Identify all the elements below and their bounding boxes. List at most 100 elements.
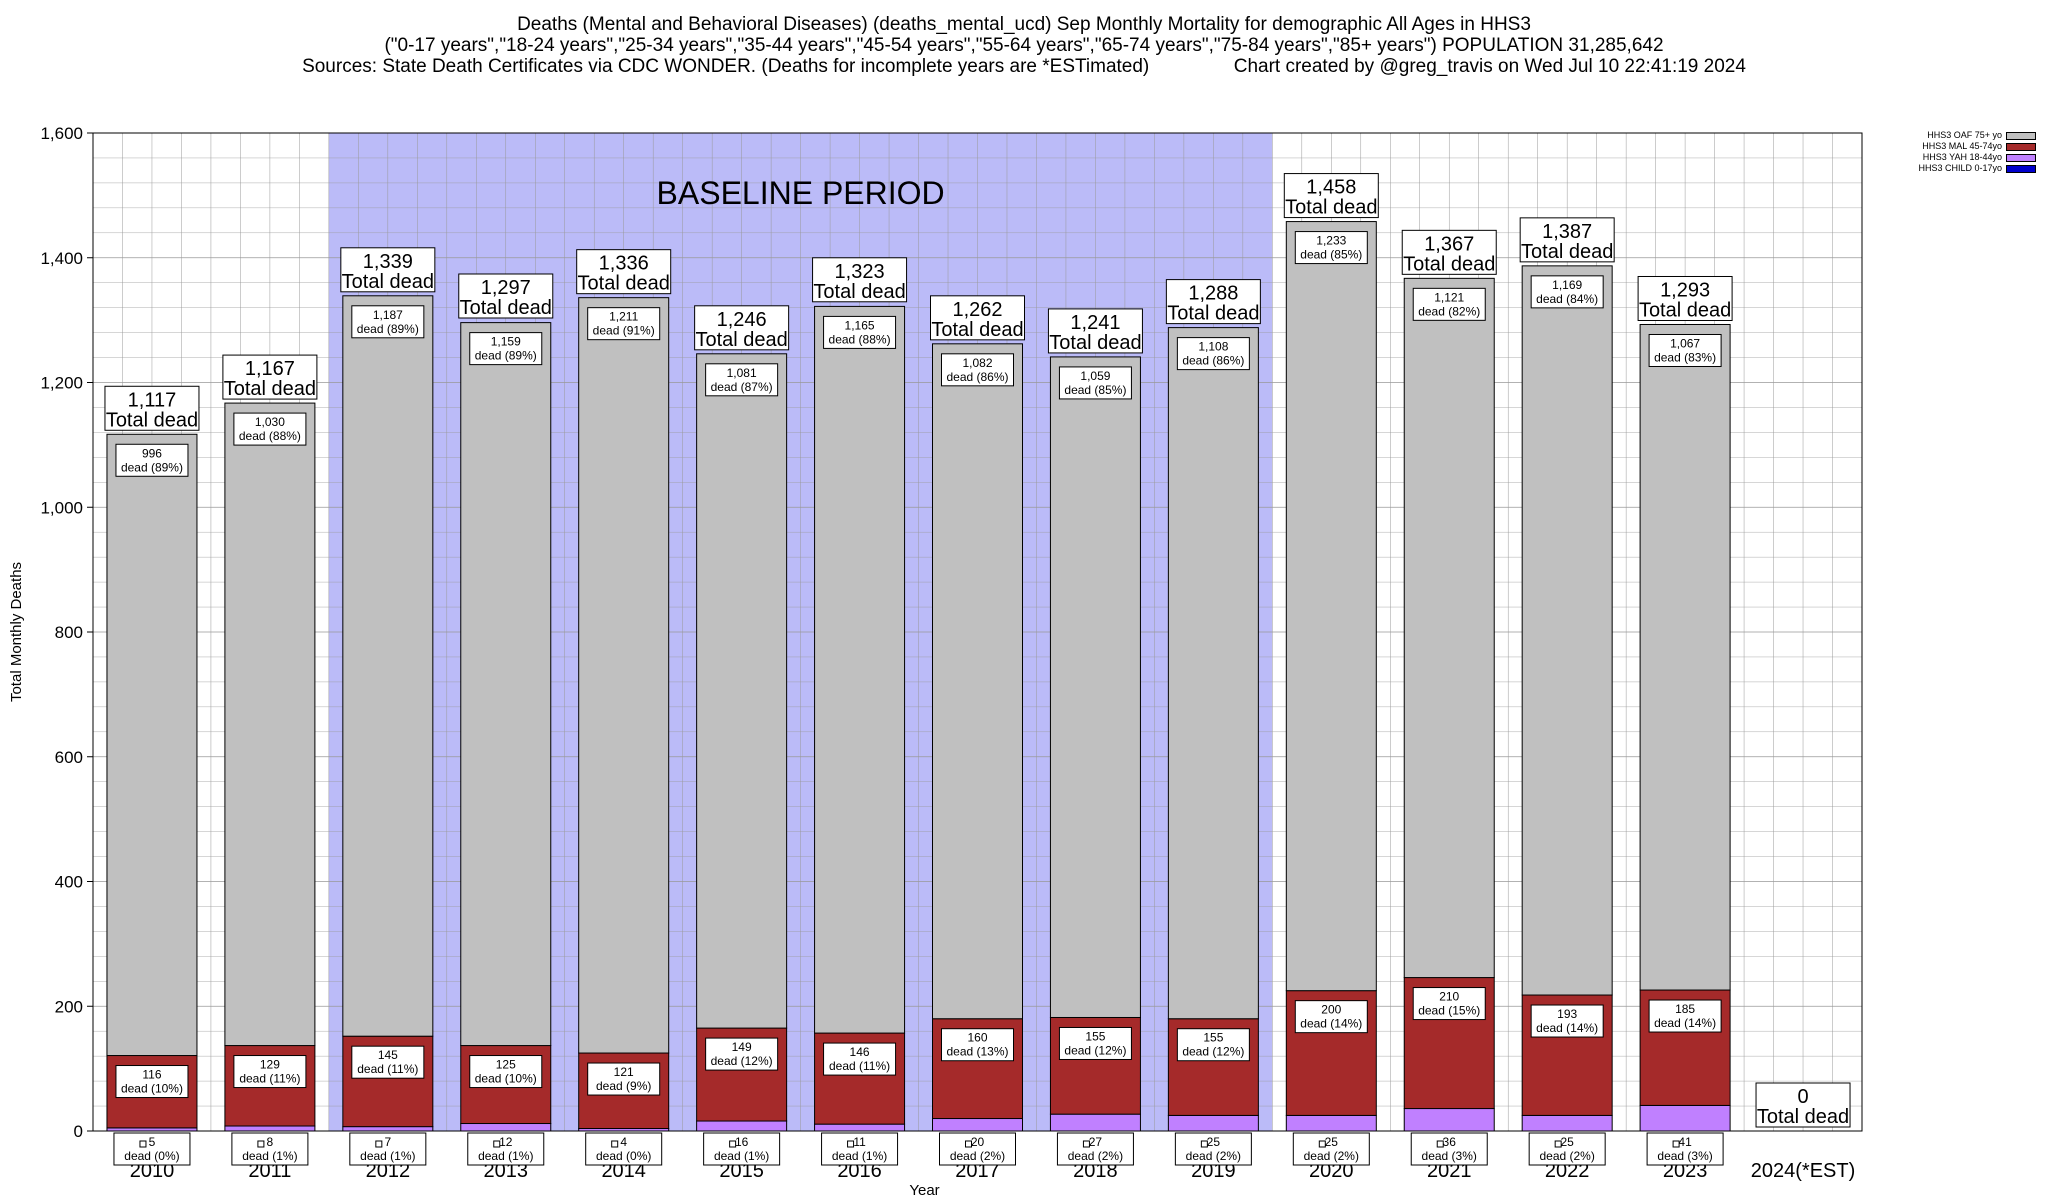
y-tick-label: 1,400: [40, 249, 83, 268]
oaf-label-value: 1,165: [845, 318, 875, 332]
oaf-label-pct: dead (87%): [711, 380, 773, 394]
yah-label-pct: dead (2%): [950, 1149, 1005, 1163]
baseline-label: BASELINE PERIOD: [657, 175, 945, 211]
oaf-label-value: 1,121: [1434, 290, 1464, 304]
mal-label-value: 160: [967, 1031, 987, 1045]
y-tick-label: 200: [55, 997, 83, 1016]
oaf-label-pct: dead (86%): [946, 370, 1008, 384]
yah-label-box: [1292, 1132, 1370, 1166]
oaf-label-pct: dead (82%): [1418, 304, 1480, 318]
total-suffix: Total dead: [224, 378, 316, 400]
mal-label-box: [1530, 1004, 1604, 1038]
total-suffix: Total dead: [342, 271, 434, 293]
yah-label-value: 25: [1560, 1135, 1574, 1149]
legend-item-child: HHS3 CHILD 0-17yo: [1918, 163, 2036, 174]
mal-label-value: 200: [1321, 1003, 1341, 1017]
mal-label-pct: dead (10%): [121, 1082, 183, 1096]
total-value: 1,458: [1306, 177, 1356, 199]
bar-segment: [1167, 327, 1259, 1020]
mal-label-pct: dead (10%): [475, 1072, 537, 1086]
yah-label-value: 8: [267, 1135, 274, 1149]
total-suffix: Total dead: [813, 281, 905, 303]
mal-label-box: [823, 1042, 897, 1076]
yah-label-pct: dead (0%): [124, 1149, 179, 1163]
y-tick-label: 1,000: [40, 498, 83, 517]
bar-segment: [696, 353, 788, 1029]
y-tick-label: 800: [55, 623, 83, 642]
yah-label-box: [585, 1132, 663, 1166]
bar-segment: [1521, 265, 1613, 996]
total-box: [1519, 217, 1615, 263]
total-box: [222, 354, 318, 400]
legend-label-yah: HHS3 YAH 18-44yo: [1922, 152, 2002, 162]
oaf-label-value: 1,082: [962, 356, 992, 370]
bar-segment: [696, 1120, 788, 1132]
total-suffix: Total dead: [1639, 299, 1731, 321]
child-marker: [729, 1140, 737, 1148]
oaf-label-box: [823, 315, 897, 349]
total-box: [576, 249, 672, 295]
title-line-2: ("0-17 years","18-24 years","25-34 years…: [384, 35, 1664, 56]
mal-label-pct: dead (12%): [1182, 1045, 1244, 1059]
mal-label-value: 121: [614, 1065, 634, 1079]
oaf-label-pct: dead (88%): [829, 332, 891, 346]
total-suffix: Total dead: [106, 409, 198, 431]
oaf-label-pct: dead (89%): [121, 460, 183, 474]
total-suffix: Total dead: [1521, 241, 1613, 263]
bar-segment: [1167, 1114, 1259, 1132]
yah-label-value: 41: [1678, 1135, 1692, 1149]
total-suffix: Total dead: [931, 319, 1023, 341]
oaf-label-box: [351, 305, 425, 339]
total-value: 1,293: [1660, 279, 1710, 301]
legend-item-yah: HHS3 YAH 18-44yo: [1918, 152, 2036, 163]
child-marker: [375, 1140, 383, 1148]
title-line-3: Sources: State Death Certificates via CD…: [302, 56, 1746, 77]
bar-segment: [1521, 1114, 1613, 1132]
total-box: [1165, 279, 1261, 325]
oaf-label-pct: dead (88%): [239, 429, 301, 443]
oaf-label-pct: dead (86%): [1182, 354, 1244, 368]
total-suffix: Total dead: [1403, 253, 1495, 275]
total-suffix: Total dead: [1757, 1106, 1849, 1128]
total-suffix: Total dead: [1285, 197, 1377, 219]
yah-label-box: [1410, 1132, 1488, 1166]
bar-segment: [460, 1123, 552, 1132]
total-value: 1,336: [599, 253, 649, 275]
yah-label-box: [349, 1132, 427, 1166]
mal-label-box: [115, 1065, 189, 1099]
yah-label-value: 5: [149, 1135, 156, 1149]
mal-label-value: 146: [850, 1045, 870, 1059]
total-box: [1047, 308, 1143, 354]
mal-label-box: [1176, 1028, 1250, 1062]
mal-label-pct: dead (14%): [1654, 1016, 1716, 1030]
mal-label-value: 145: [378, 1048, 398, 1062]
bar-segment: [1285, 221, 1377, 992]
bar-segment: [106, 433, 198, 1057]
child-marker: [1436, 1140, 1444, 1148]
yah-label-pct: dead (1%): [242, 1149, 297, 1163]
mal-label-value: 149: [732, 1040, 752, 1054]
mal-label-value: 129: [260, 1058, 280, 1072]
oaf-label-value: 1,030: [255, 415, 285, 429]
total-value: 1,339: [363, 251, 413, 273]
oaf-label-value: 1,159: [491, 335, 521, 349]
yah-label-box: [1174, 1132, 1252, 1166]
total-suffix: Total dead: [578, 273, 670, 295]
yah-label-box: [703, 1132, 781, 1166]
legend-swatch-mal: [2006, 142, 2036, 151]
child-marker: [257, 1140, 265, 1148]
bar-segment: [224, 402, 316, 1047]
total-box: [694, 305, 790, 351]
yah-label-pct: dead (1%): [478, 1149, 533, 1163]
chart-title: Deaths (Mental and Behavioral Diseases) …: [0, 14, 2048, 77]
legend-swatch-child: [2006, 164, 2036, 173]
mal-label-value: 155: [1203, 1031, 1223, 1045]
bar-segment: [1403, 1108, 1495, 1132]
yah-label-value: 12: [499, 1135, 513, 1149]
y-tick-label: 1,200: [40, 374, 83, 393]
yah-label-pct: dead (1%): [360, 1149, 415, 1163]
yah-label-value: 25: [1207, 1135, 1221, 1149]
mal-label-pct: dead (12%): [711, 1054, 773, 1068]
yah-label-box: [939, 1132, 1016, 1166]
